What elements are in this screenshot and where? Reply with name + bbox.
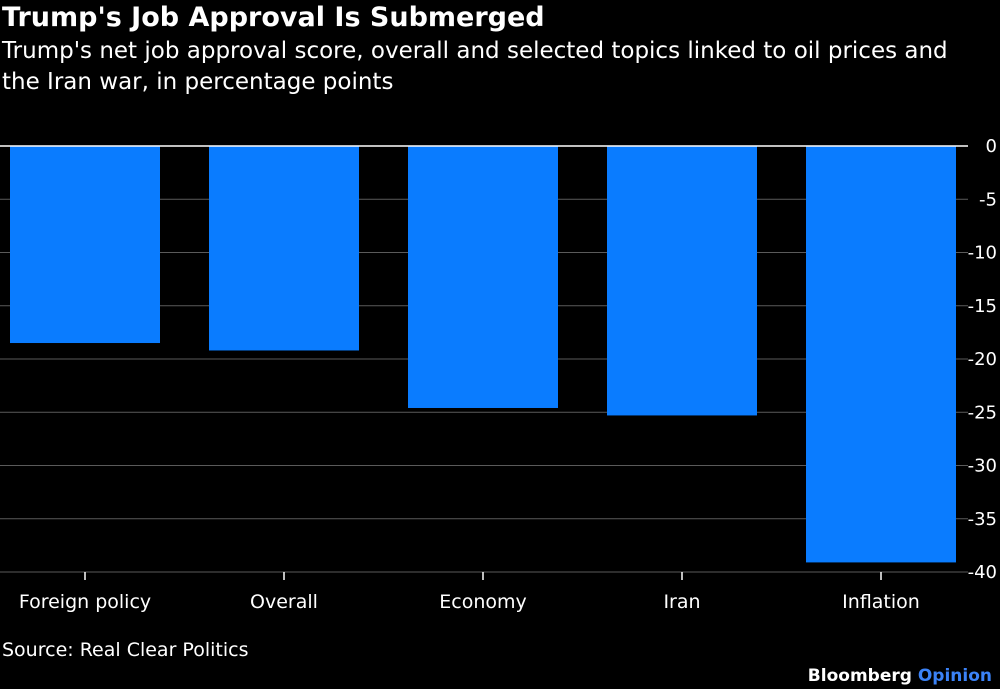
source-note: Source: Real Clear Politics xyxy=(2,639,249,661)
y-tick-label: 0 xyxy=(986,136,997,157)
brand-suffix: Opinion xyxy=(917,666,992,686)
x-tick-label: Overall xyxy=(250,591,318,613)
bar xyxy=(806,146,956,563)
y-tick-label: -35 xyxy=(968,509,997,530)
y-tick-label: -20 xyxy=(968,349,997,370)
x-tick-label: Economy xyxy=(439,591,527,613)
brand-name: Bloomberg xyxy=(807,666,912,686)
bar xyxy=(607,146,757,416)
y-tick-label: -30 xyxy=(968,456,997,477)
x-tick-label: Inflation xyxy=(842,591,920,613)
bar xyxy=(209,146,359,351)
y-tick-label: -25 xyxy=(968,402,997,423)
x-tick-label: Iran xyxy=(663,591,700,613)
bar xyxy=(10,146,160,344)
y-tick-label: -15 xyxy=(968,296,997,317)
y-tick-label: -10 xyxy=(968,243,997,264)
x-tick-label: Foreign policy xyxy=(19,591,151,613)
y-tick-label: -5 xyxy=(979,189,997,210)
y-tick-label: -40 xyxy=(968,562,997,583)
chart-title: Trump's Job Approval Is Submerged xyxy=(2,2,545,33)
brand-logo: Bloomberg Opinion xyxy=(808,664,992,688)
chart-subtitle: Trump's net job approval score, overall … xyxy=(2,38,948,95)
bar xyxy=(408,146,558,408)
